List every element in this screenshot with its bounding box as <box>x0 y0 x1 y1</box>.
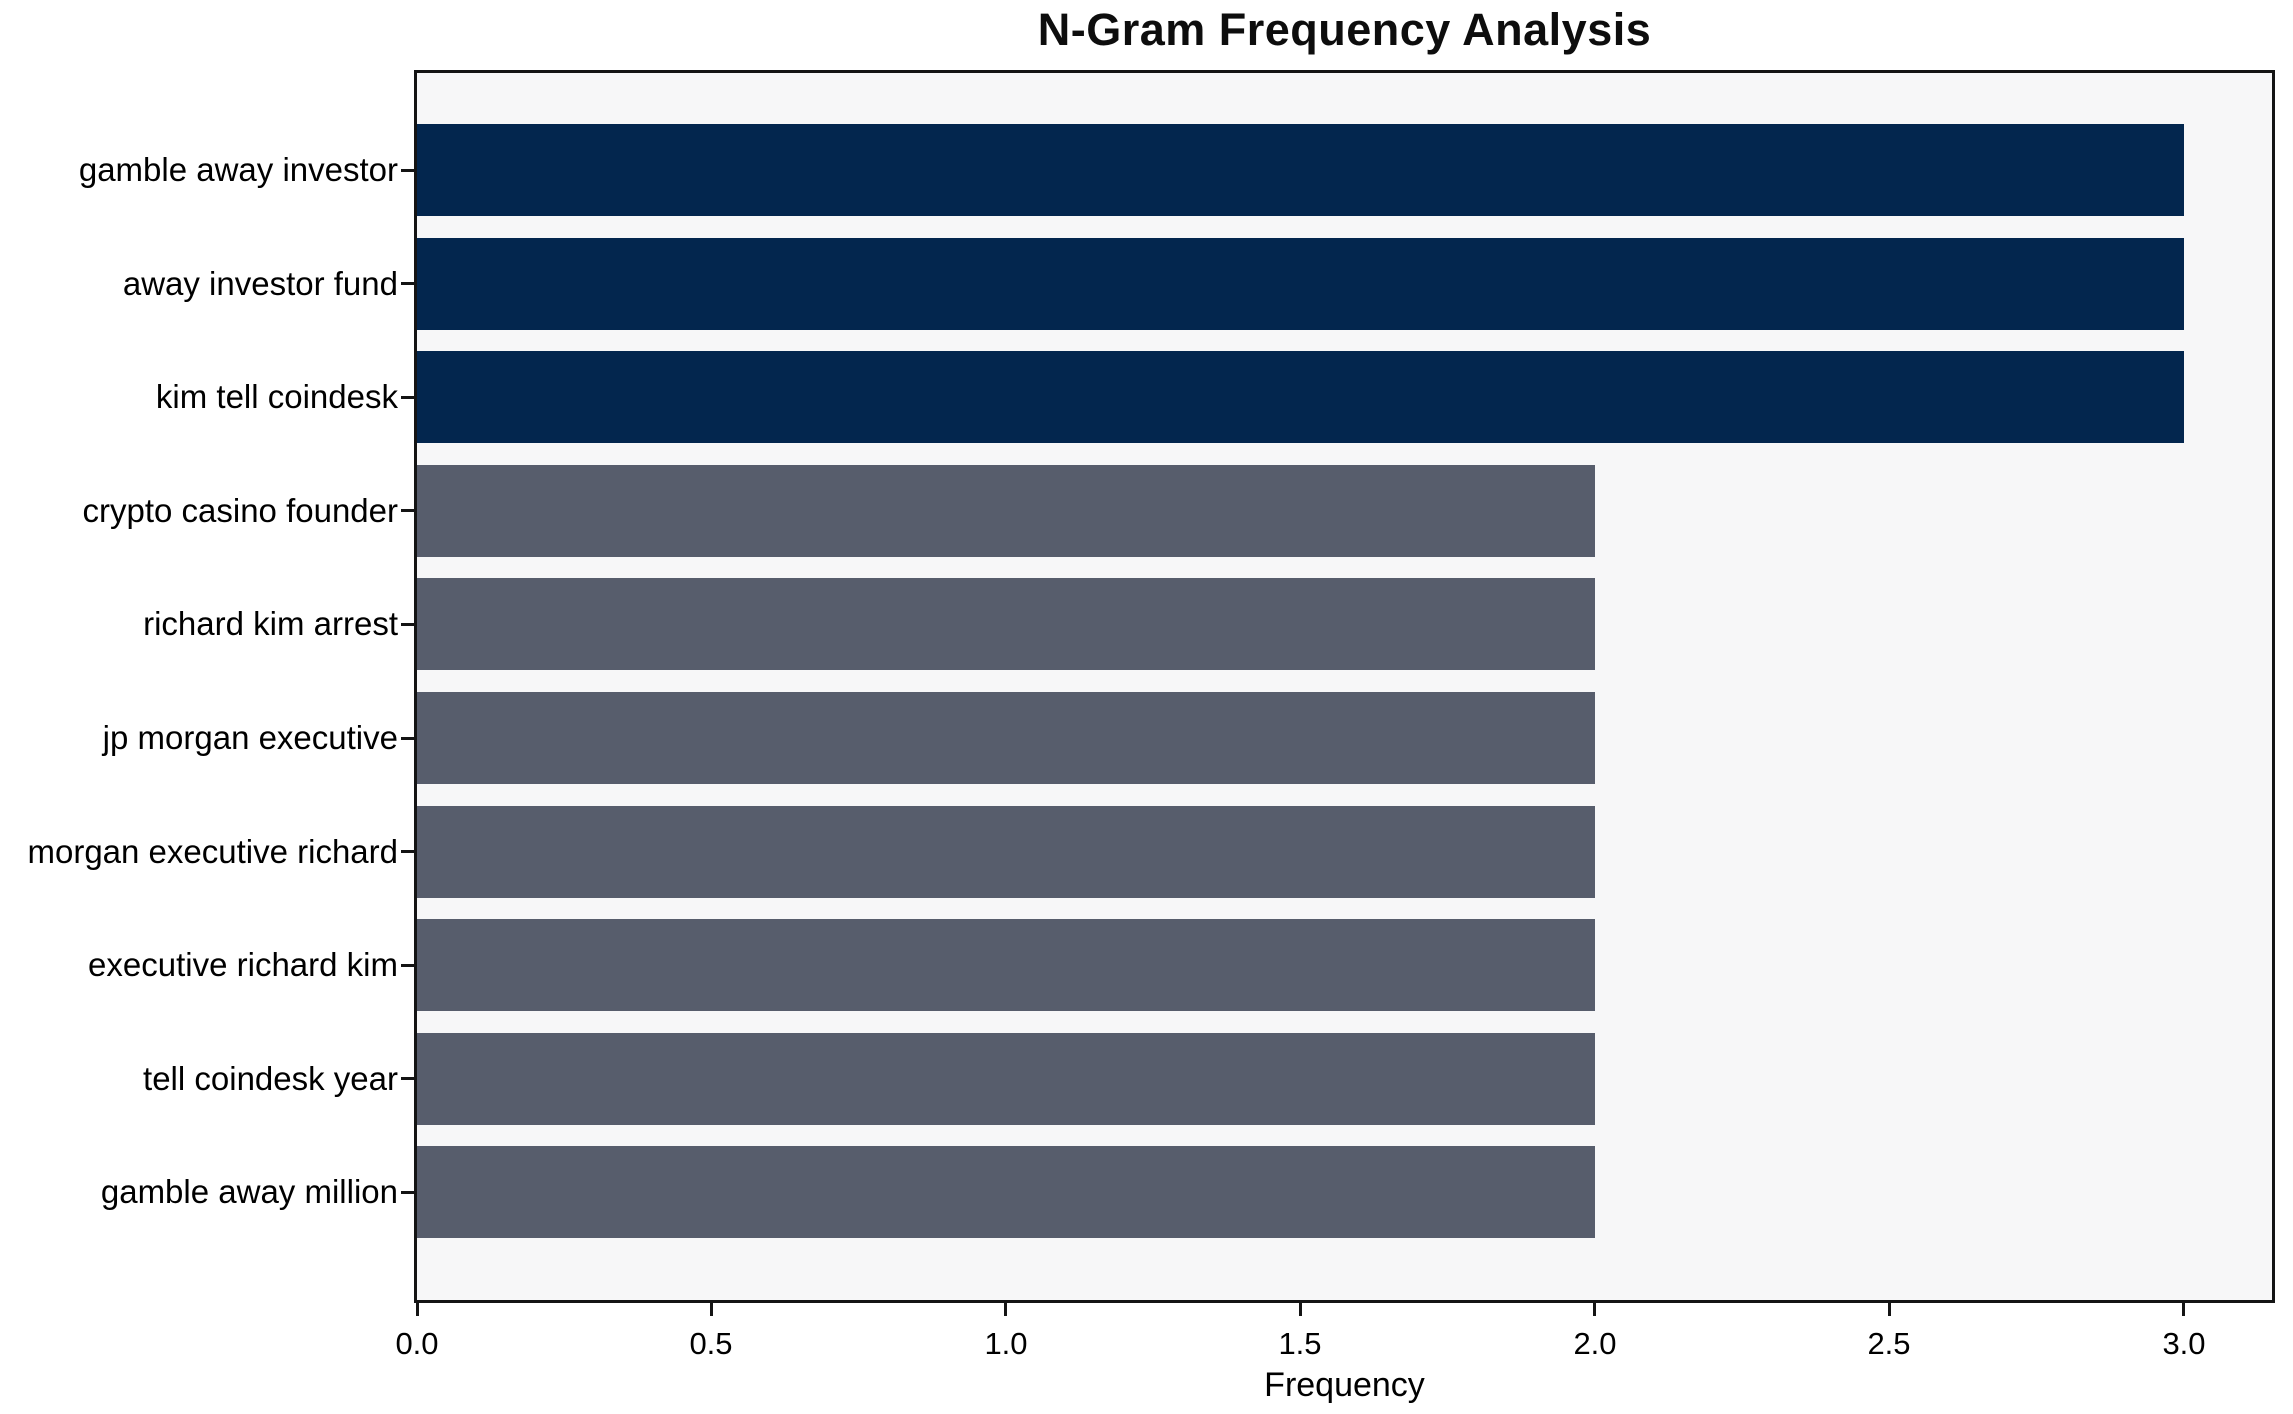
x-tick-label: 2.0 <box>1573 1326 1617 1361</box>
category-label: gamble away million <box>100 1173 398 1210</box>
x-tick-label: 1.5 <box>1278 1326 1322 1361</box>
x-tick-label: 0.0 <box>395 1326 439 1361</box>
plot-area <box>414 70 2275 1303</box>
x-axis-title: Frequency <box>1264 1366 1425 1404</box>
y-tick-mark <box>401 509 414 512</box>
category-label: crypto casino founder <box>82 492 398 529</box>
chart-title: N-Gram Frequency Analysis <box>1037 4 1652 55</box>
y-tick-mark <box>401 169 414 172</box>
category-label: kim tell coindesk <box>155 378 398 415</box>
x-tick-label: 3.0 <box>2162 1326 2206 1361</box>
category-label: richard kim arrest <box>143 605 398 642</box>
bars-layer <box>417 73 2272 1300</box>
bar <box>417 237 2184 330</box>
y-tick-mark <box>401 1077 414 1080</box>
y-tick-mark <box>401 737 414 740</box>
x-tick-label: 1.0 <box>984 1326 1028 1361</box>
y-tick-mark <box>401 1191 414 1194</box>
category-label: tell coindesk year <box>143 1060 398 1097</box>
x-tick-label: 2.5 <box>1867 1326 1911 1361</box>
bar <box>417 124 2184 216</box>
category-label: morgan executive richard <box>27 833 398 870</box>
bar <box>417 805 1595 898</box>
category-label: gamble away investor <box>78 151 398 188</box>
x-tick-mark <box>416 1303 419 1316</box>
x-tick-label: 0.5 <box>689 1326 733 1361</box>
category-label: jp morgan executive <box>102 719 398 756</box>
bar <box>417 1146 1595 1239</box>
category-label: executive richard kim <box>88 946 398 983</box>
bar <box>417 1032 1595 1125</box>
x-tick-mark <box>1593 1303 1596 1316</box>
x-tick-mark <box>2182 1303 2185 1316</box>
y-tick-mark <box>401 964 414 967</box>
y-tick-mark <box>401 282 414 285</box>
x-tick-mark <box>1004 1303 1007 1316</box>
bar <box>417 351 2184 444</box>
category-label: away investor fund <box>122 265 398 302</box>
y-tick-mark <box>401 623 414 626</box>
bar <box>417 919 1595 1012</box>
x-tick-mark <box>1888 1303 1891 1316</box>
bar <box>417 464 1595 557</box>
y-tick-mark <box>401 396 414 399</box>
x-tick-mark <box>1299 1303 1302 1316</box>
bar <box>417 692 1595 784</box>
x-tick-mark <box>710 1303 713 1316</box>
y-tick-mark <box>401 850 414 853</box>
bar <box>417 578 1595 671</box>
